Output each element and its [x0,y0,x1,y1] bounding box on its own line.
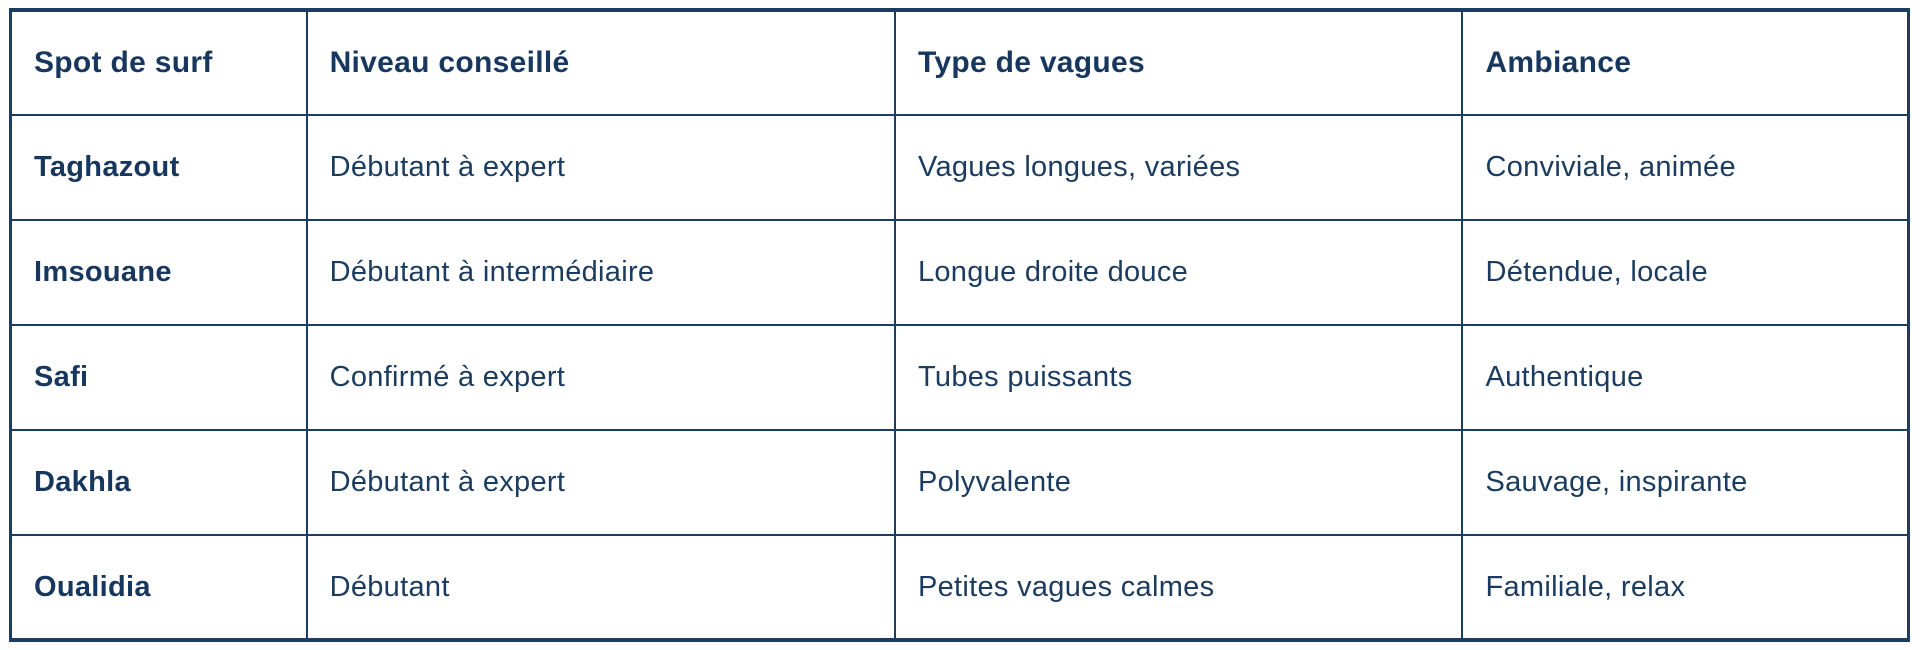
table-row-imsouane: Imsouane Débutant à intermédiaire Longue… [8,219,1911,326]
cell-niveau: Débutant [305,534,896,642]
table-row-dakhla: Dakhla Débutant à expert Polyvalente Sau… [8,429,1911,536]
header-row: Spot de surf Niveau conseillé Type de va… [8,8,1911,116]
cell-niveau: Débutant à expert [305,429,896,536]
cell-spot-name: Safi [8,324,308,431]
cell-ambiance: Détendue, locale [1461,219,1911,326]
cell-vagues: Vagues longues, variées [893,114,1464,221]
cell-niveau: Confirmé à expert [305,324,896,431]
cell-niveau: Débutant à intermédiaire [305,219,896,326]
header-cell-niveau: Niveau conseillé [305,8,896,116]
table-row-safi: Safi Confirmé à expert Tubes puissants A… [8,324,1911,431]
cell-spot-name: Oualidia [8,534,308,642]
cell-ambiance: Conviviale, animée [1461,114,1911,221]
cell-vagues: Petites vagues calmes [893,534,1464,642]
cell-ambiance: Familiale, relax [1461,534,1911,642]
table-row-oualidia: Oualidia Débutant Petites vagues calmes … [8,534,1911,642]
surf-spots-table: Spot de surf Niveau conseillé Type de va… [8,8,1911,642]
cell-ambiance: Sauvage, inspirante [1461,429,1911,536]
cell-spot-name: Taghazout [8,114,308,221]
cell-spot-name: Imsouane [8,219,308,326]
header-cell-spot: Spot de surf [8,8,308,116]
cell-ambiance: Authentique [1461,324,1911,431]
cell-vagues: Longue droite douce [893,219,1464,326]
table-row-taghazout: Taghazout Débutant à expert Vagues longu… [8,114,1911,221]
cell-vagues: Tubes puissants [893,324,1464,431]
cell-vagues: Polyvalente [893,429,1464,536]
header-cell-ambiance: Ambiance [1461,8,1911,116]
cell-niveau: Débutant à expert [305,114,896,221]
cell-spot-name: Dakhla [8,429,308,536]
header-cell-vagues: Type de vagues [893,8,1464,116]
